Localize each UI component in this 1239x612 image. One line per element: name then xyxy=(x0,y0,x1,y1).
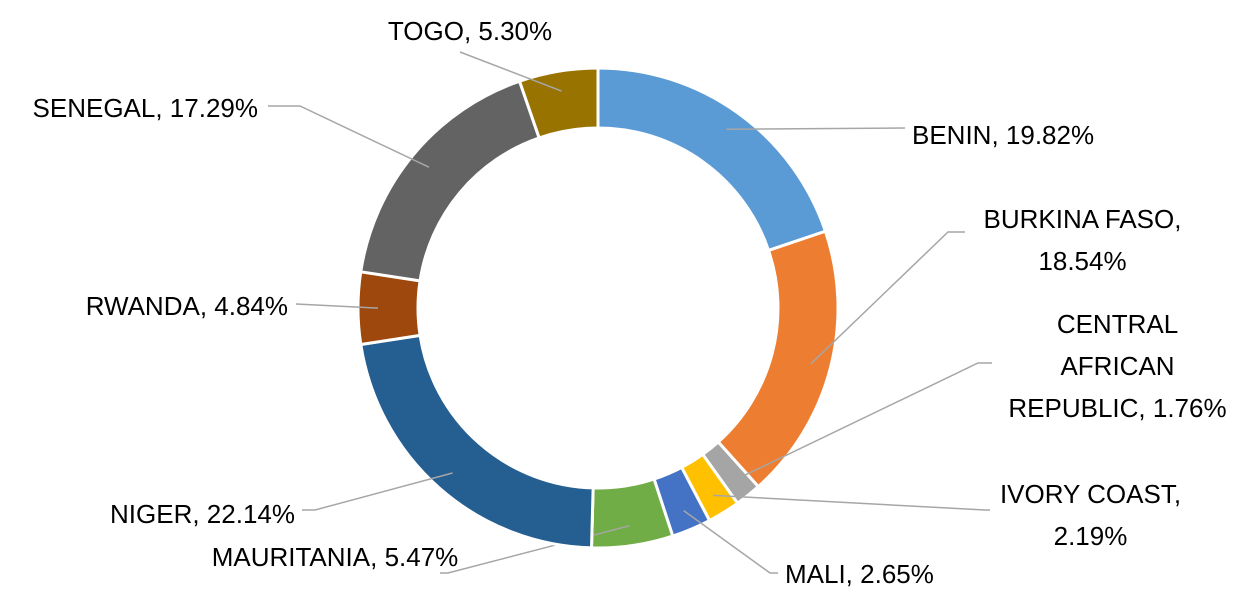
donut-slice xyxy=(596,66,828,253)
data-label: RWANDA, 4.84% xyxy=(85,291,288,321)
donut-slice xyxy=(359,79,542,283)
data-label: IVORY COAST, 2.19% xyxy=(999,479,1182,551)
leader-line xyxy=(726,127,906,131)
leader-line xyxy=(459,51,562,92)
leader-line xyxy=(268,105,430,168)
leader-line xyxy=(295,303,379,309)
data-label: TOGO, 5.30% xyxy=(387,16,553,46)
data-label: MALI, 2.65% xyxy=(785,559,934,589)
data-label: CENTRAL AFRICAN REPUBLIC, 1.76% xyxy=(1008,309,1227,423)
data-label: NIGER, 22.14% xyxy=(110,499,295,529)
leader-line xyxy=(683,510,778,574)
leader-line xyxy=(810,231,965,365)
donut-slice xyxy=(359,333,595,550)
data-label: BENIN, 19.82% xyxy=(912,120,1095,150)
leader-line xyxy=(302,472,453,511)
donut-slice xyxy=(716,229,840,489)
data-label: MAURITANIA, 5.47% xyxy=(211,542,459,572)
data-label: SENEGAL, 17.29% xyxy=(32,93,258,123)
donut-slice xyxy=(517,66,600,140)
leader-line xyxy=(735,362,992,481)
data-label: BURKINA FASO, 18.54% xyxy=(983,204,1182,276)
leader-line xyxy=(713,494,990,511)
